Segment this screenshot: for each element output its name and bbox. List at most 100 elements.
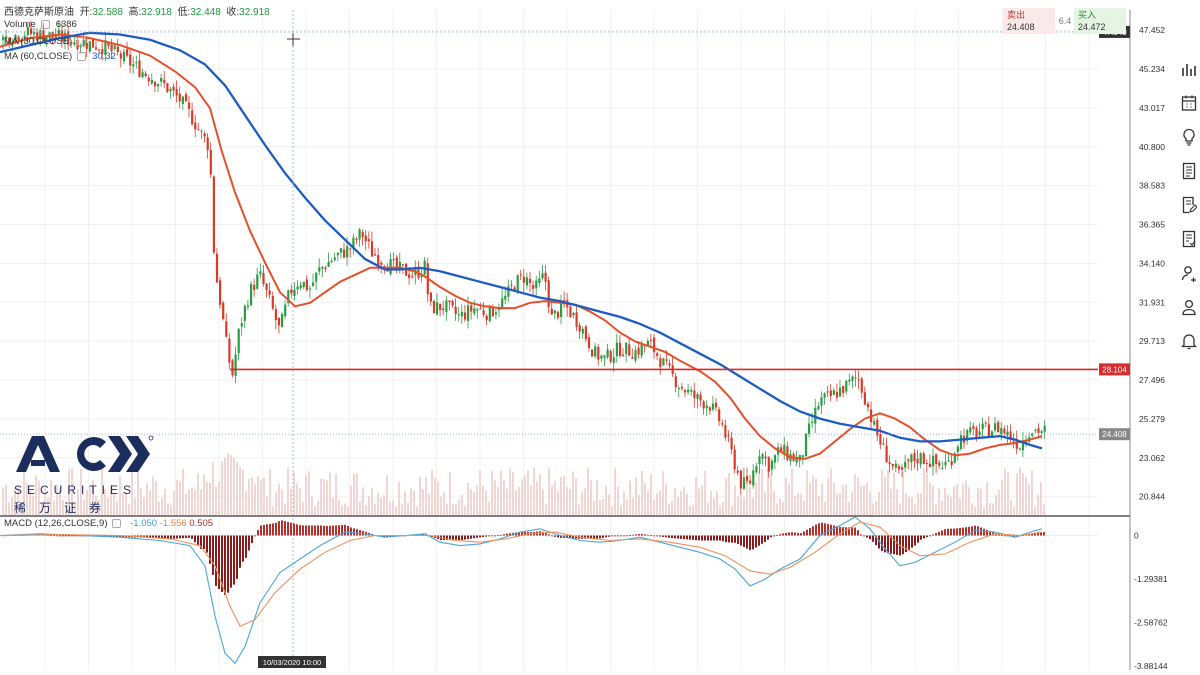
macd-histogram-bar	[938, 531, 940, 536]
high-value: 32.918	[141, 7, 172, 18]
candle	[910, 454, 913, 463]
volume-bar	[884, 476, 886, 515]
candle	[922, 453, 925, 464]
macd-histogram-bar	[821, 522, 823, 536]
volume-bar	[707, 502, 709, 515]
volume-bar	[989, 503, 991, 515]
candle	[57, 29, 60, 37]
edit-document-icon[interactable]	[1178, 188, 1200, 222]
candle	[1000, 427, 1003, 435]
macd-histogram-bar	[1004, 535, 1006, 537]
settings-icon[interactable]	[77, 36, 87, 46]
volume-bar	[743, 497, 745, 515]
macd-histogram-bar	[74, 535, 76, 537]
volume-bar	[125, 492, 127, 515]
candle	[947, 460, 950, 462]
volume-bar	[560, 476, 562, 515]
candle	[584, 326, 587, 340]
crosshair-time-tag-bg	[258, 656, 326, 668]
macd-legend[interactable]: MACD (12,26,CLOSE,9) -1.050 -1.556 0.505	[4, 518, 213, 529]
macd-histogram-bar	[344, 524, 346, 536]
candle	[560, 300, 563, 317]
volume-bar	[110, 485, 112, 515]
candle	[287, 290, 290, 304]
bar-chart-icon[interactable]	[1178, 52, 1200, 86]
macd-histogram-bar	[812, 526, 814, 536]
macd-histogram-bar	[152, 535, 154, 538]
volume-bar	[200, 488, 202, 515]
volume-bar	[344, 503, 346, 515]
candle	[956, 446, 959, 452]
volume-bar	[986, 482, 988, 515]
settings-icon[interactable]	[112, 518, 122, 528]
ma-fast-legend[interactable]: MA (30,CLOSE)	[4, 36, 92, 47]
volume-bar	[905, 493, 907, 515]
candle	[411, 276, 414, 278]
candle	[321, 266, 324, 269]
macd-histogram-bar	[758, 535, 760, 546]
acy-logo: SECURITIES 稀万证券	[14, 432, 154, 516]
candle	[727, 435, 730, 437]
macd-histogram-bar	[773, 535, 775, 537]
candle	[808, 423, 811, 434]
volume-bar	[518, 487, 520, 515]
volume-bar	[908, 497, 910, 515]
volume-bar	[689, 505, 691, 515]
candle	[597, 346, 600, 360]
buy-button[interactable]: 买入 24.472	[1074, 8, 1126, 34]
candle	[696, 394, 699, 399]
settings-icon[interactable]	[77, 51, 87, 61]
candle	[188, 102, 191, 109]
settings-icon[interactable]	[40, 19, 50, 29]
user-settings-icon[interactable]	[1178, 256, 1200, 290]
macd-histogram-bar	[734, 535, 736, 543]
volume-bar	[242, 469, 244, 515]
volume-bar	[1016, 473, 1018, 515]
volume-bar	[602, 498, 604, 515]
candle	[79, 45, 82, 47]
candle	[646, 340, 649, 347]
lightbulb-icon[interactable]	[1178, 120, 1200, 154]
volume-bar	[296, 483, 298, 515]
candle	[73, 42, 76, 45]
volume-bar	[575, 478, 577, 515]
macd-histogram-bar	[275, 522, 277, 536]
macd-histogram-bar	[1001, 534, 1003, 536]
macd-histogram-bar	[257, 530, 259, 536]
candle	[711, 403, 715, 410]
calendar-icon[interactable]	[1178, 86, 1200, 120]
macd-histogram-bar	[302, 525, 304, 536]
candle	[969, 427, 972, 433]
ma-slow-legend[interactable]: MA (60,CLOSE) 30.32	[4, 51, 116, 62]
candle	[656, 353, 659, 356]
macd-histogram-bar	[473, 535, 475, 539]
volume-bar	[56, 484, 58, 515]
volume-bar	[704, 470, 706, 515]
user-icon[interactable]	[1178, 290, 1200, 324]
macd-histogram-bar	[206, 535, 208, 553]
volume-bar	[278, 483, 280, 515]
volume-bar	[290, 488, 292, 515]
checklist-icon[interactable]	[1178, 222, 1200, 256]
volume-bar	[455, 504, 457, 515]
bell-icon[interactable]	[1178, 324, 1200, 358]
macd-histogram-bar	[848, 527, 850, 536]
macd-histogram-bar	[761, 535, 763, 544]
volume-legend[interactable]: Volume 6386	[4, 19, 77, 30]
macd-histogram-bar	[185, 535, 187, 539]
document-icon[interactable]	[1178, 154, 1200, 188]
volume-bar	[239, 466, 241, 515]
sell-button[interactable]: 卖出 24.408	[1003, 8, 1055, 34]
macd-histogram-bar	[905, 535, 907, 553]
candle	[888, 462, 891, 465]
macd-histogram-bar	[470, 535, 472, 539]
volume-bar	[383, 495, 385, 515]
candle	[935, 454, 938, 464]
macd-histogram-bar	[890, 535, 892, 554]
volume-bar	[791, 468, 793, 515]
candle	[944, 461, 947, 466]
macd-histogram-bar	[866, 535, 868, 538]
volume-bar	[20, 503, 22, 515]
candle	[702, 401, 705, 409]
